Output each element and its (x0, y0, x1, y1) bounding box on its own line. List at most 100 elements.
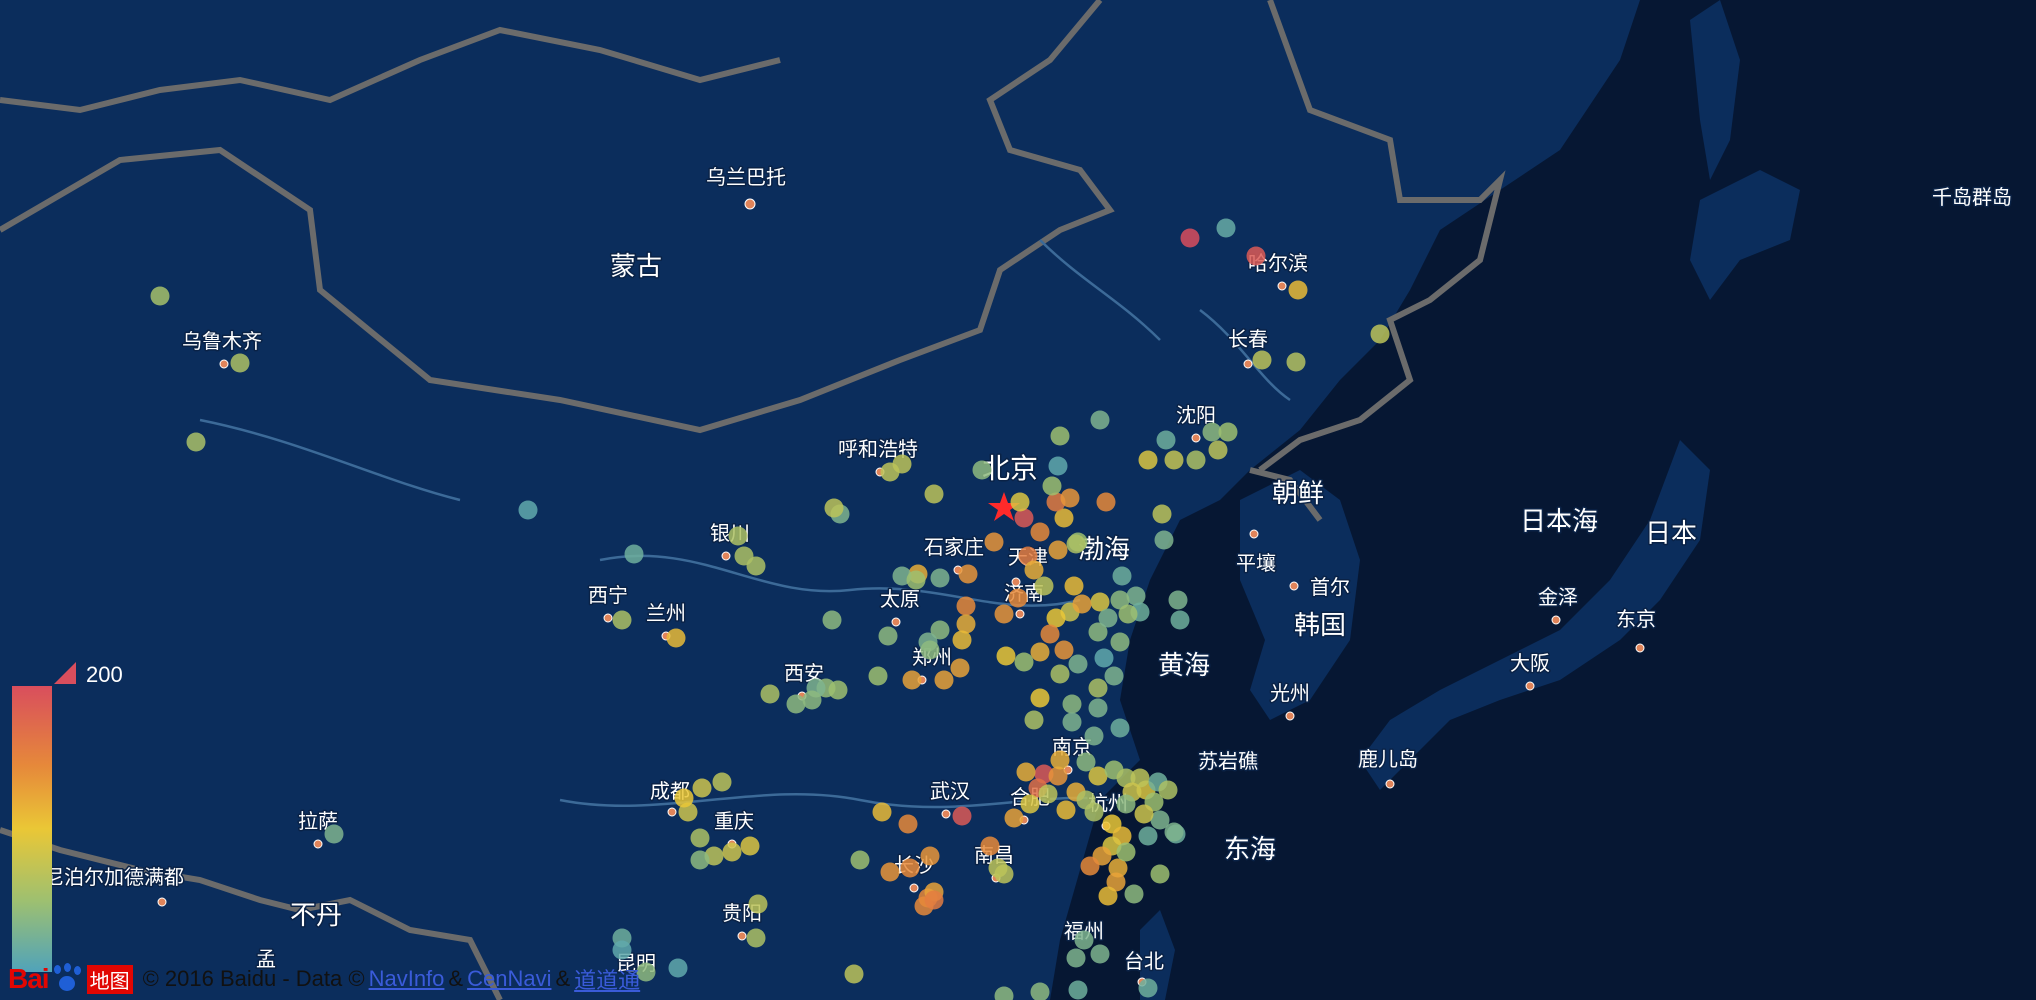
data-point[interactable] (1164, 822, 1184, 842)
data-point[interactable] (1150, 864, 1170, 884)
data-point[interactable] (1164, 450, 1184, 470)
data-point[interactable] (1084, 802, 1104, 822)
data-point[interactable] (1030, 522, 1050, 542)
data-point[interactable] (1116, 842, 1136, 862)
data-point[interactable] (1030, 982, 1050, 1000)
data-point[interactable] (996, 646, 1016, 666)
data-point[interactable] (956, 596, 976, 616)
data-point[interactable] (692, 778, 712, 798)
data-point[interactable] (1154, 530, 1174, 550)
data-point[interactable] (746, 928, 766, 948)
data-point[interactable] (824, 498, 844, 518)
data-point[interactable] (1088, 766, 1108, 786)
data-point[interactable] (1124, 884, 1144, 904)
data-point[interactable] (1014, 508, 1034, 528)
data-point[interactable] (1030, 688, 1050, 708)
data-point[interactable] (740, 836, 760, 856)
data-point[interactable] (1068, 980, 1088, 1000)
data-point[interactable] (878, 626, 898, 646)
data-point[interactable] (186, 432, 206, 452)
data-point[interactable] (1208, 440, 1228, 460)
data-point[interactable] (1066, 948, 1086, 968)
data-point[interactable] (1060, 488, 1080, 508)
data-point[interactable] (1252, 350, 1272, 370)
data-point[interactable] (1156, 430, 1176, 450)
data-point[interactable] (898, 814, 918, 834)
data-point[interactable] (1098, 886, 1118, 906)
data-point[interactable] (1088, 678, 1108, 698)
data-point[interactable] (1042, 476, 1062, 496)
data-point[interactable] (1062, 694, 1082, 714)
data-point[interactable] (822, 610, 842, 630)
data-point[interactable] (1152, 504, 1172, 524)
data-point[interactable] (748, 894, 768, 914)
data-point[interactable] (1068, 654, 1088, 674)
data-point[interactable] (1098, 608, 1118, 628)
data-point[interactable] (1134, 804, 1154, 824)
data-point[interactable] (1286, 352, 1306, 372)
data-point[interactable] (1090, 944, 1110, 964)
baidu-map-logo[interactable]: Bai 地图 (8, 963, 133, 995)
data-point[interactable] (902, 670, 922, 690)
data-point[interactable] (1370, 324, 1390, 344)
daodaotong-link[interactable]: 道道通 (574, 968, 641, 993)
cennavi-link[interactable]: CenNavi (467, 966, 552, 991)
data-point[interactable] (1168, 590, 1188, 610)
data-point[interactable] (1088, 698, 1108, 718)
visual-map-legend[interactable]: 200 (12, 662, 132, 972)
data-point[interactable] (1090, 410, 1110, 430)
data-point[interactable] (1010, 492, 1030, 512)
data-point[interactable] (690, 828, 710, 848)
data-point[interactable] (1116, 794, 1136, 814)
data-point[interactable] (728, 526, 748, 546)
data-point[interactable] (1024, 560, 1044, 580)
data-point[interactable] (1040, 624, 1060, 644)
data-point[interactable] (712, 772, 732, 792)
data-point[interactable] (924, 484, 944, 504)
data-point[interactable] (892, 454, 912, 474)
data-point[interactable] (1096, 492, 1116, 512)
data-point[interactable] (324, 824, 344, 844)
data-point[interactable] (760, 684, 780, 704)
data-point[interactable] (1046, 608, 1066, 628)
data-point[interactable] (1056, 800, 1076, 820)
data-point[interactable] (1150, 810, 1170, 830)
data-point[interactable] (1186, 450, 1206, 470)
data-point[interactable] (956, 614, 976, 634)
data-point[interactable] (1084, 726, 1104, 746)
data-point[interactable] (1216, 218, 1236, 238)
data-point[interactable] (1048, 540, 1068, 560)
data-point[interactable] (1038, 784, 1058, 804)
data-point[interactable] (1246, 246, 1266, 266)
data-point[interactable] (950, 658, 970, 678)
data-point[interactable] (1138, 978, 1158, 998)
data-point[interactable] (1090, 592, 1110, 612)
data-point[interactable] (1054, 508, 1074, 528)
data-point[interactable] (1088, 622, 1108, 642)
data-point[interactable] (994, 986, 1014, 1000)
data-point[interactable] (674, 788, 694, 808)
data-point[interactable] (1106, 872, 1126, 892)
data-point[interactable] (1076, 752, 1096, 772)
data-point[interactable] (1004, 808, 1024, 828)
data-point[interactable] (924, 890, 944, 910)
data-point[interactable] (1024, 710, 1044, 730)
data-point[interactable] (612, 610, 632, 630)
data-point[interactable] (1048, 456, 1068, 476)
data-point[interactable] (150, 286, 170, 306)
data-point[interactable] (1158, 780, 1178, 800)
data-point[interactable] (1170, 610, 1190, 630)
data-point[interactable] (230, 353, 250, 373)
data-point[interactable] (1112, 566, 1132, 586)
data-point[interactable] (984, 532, 1004, 552)
data-point[interactable] (1180, 228, 1200, 248)
data-point[interactable] (690, 850, 710, 870)
data-point[interactable] (1072, 594, 1092, 614)
data-point[interactable] (1110, 590, 1130, 610)
data-point[interactable] (1110, 632, 1130, 652)
data-point[interactable] (844, 964, 864, 984)
data-point[interactable] (900, 858, 920, 878)
data-point[interactable] (1066, 534, 1086, 554)
data-point[interactable] (1130, 768, 1150, 788)
data-point[interactable] (746, 556, 766, 576)
